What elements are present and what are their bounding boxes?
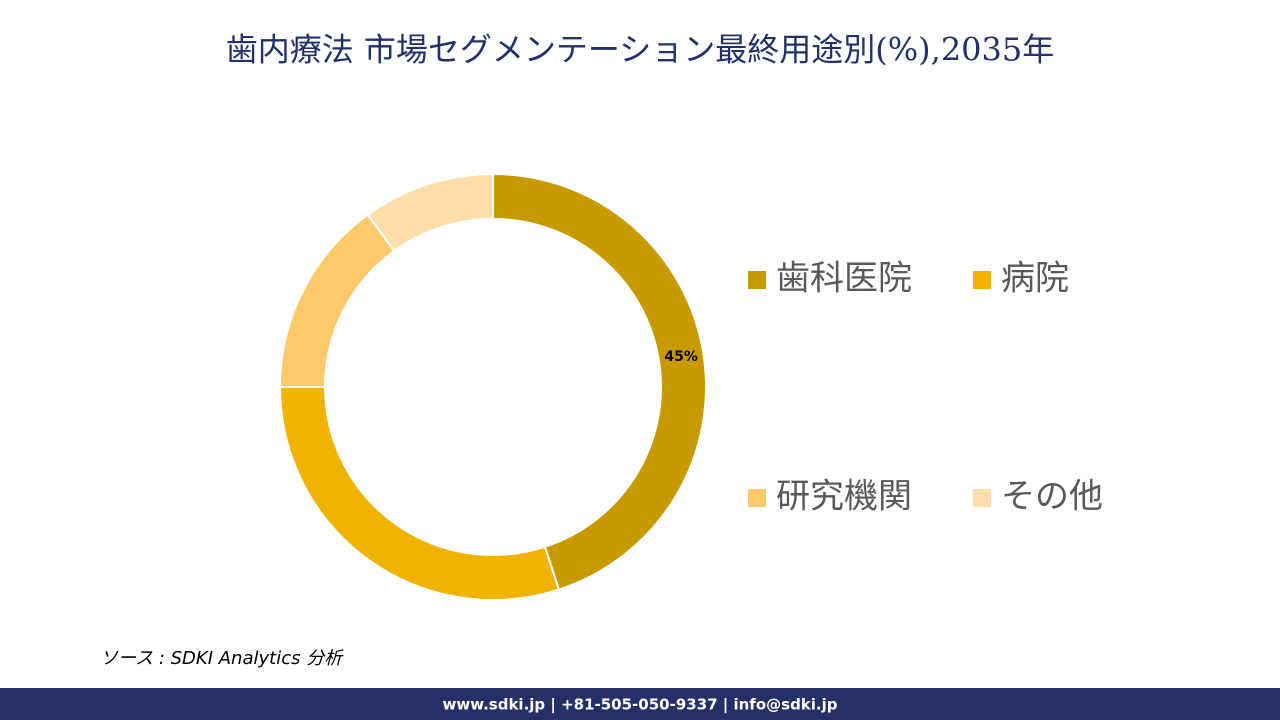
source-note: ソース : SDKI Analytics 分析: [100, 648, 344, 669]
footer-text: www.sdki.jp | +81-505-050-9337 | info@sd…: [442, 696, 837, 715]
legend-label: 病院: [1001, 259, 1069, 299]
legend-label: 歯科医院: [776, 259, 912, 299]
footer-bar: [0, 688, 1280, 720]
data-label: 45%: [664, 349, 698, 365]
legend-label: 研究機関: [776, 477, 912, 517]
donut-segment: [278, 386, 561, 601]
donut-segment: [366, 172, 494, 253]
donut-segment: [278, 213, 396, 388]
legend-swatch: [748, 271, 766, 289]
chart-title: 歯内療法 市場セグメンテーション最終用途別(%),2035年: [226, 31, 1055, 69]
legend-swatch: [973, 489, 991, 507]
legend-swatch: [748, 489, 766, 507]
legend-swatch: [973, 271, 991, 289]
legend-label: その他: [1001, 477, 1103, 517]
donut-segment: [492, 172, 707, 591]
